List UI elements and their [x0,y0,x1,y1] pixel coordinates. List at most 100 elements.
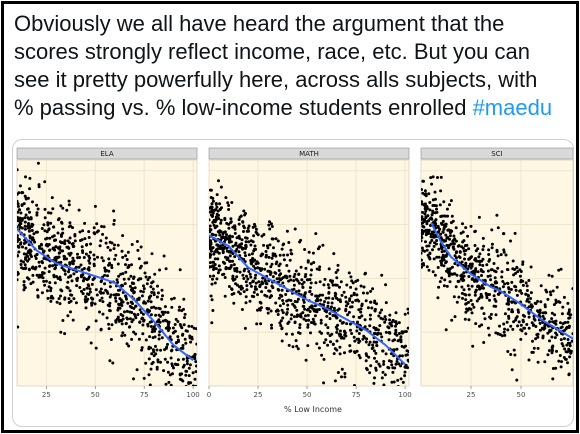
scatter-point [20,204,24,207]
scatter-point [44,279,48,283]
tweet-line-4-text: % passing vs. % low-income students enro… [14,95,473,120]
scatter-point [525,323,529,326]
scatter-point [340,335,344,339]
scatter-point [34,265,38,269]
scatter-point [382,383,386,386]
scatter-point [331,283,335,287]
scatter-point [334,292,338,296]
scatter-point [67,199,71,203]
scatter-point [428,208,432,212]
scatter-point [160,288,164,292]
scatter-point [464,261,468,265]
scatter-point [42,249,46,253]
scatter-point [434,204,438,208]
scatter-point [297,281,301,285]
scatter-point [553,336,557,340]
scatter-point [313,304,317,308]
scatter-point [349,349,353,353]
scatter-point [152,293,156,297]
scatter-point [224,235,228,239]
scatter-point [372,381,376,385]
scatter-point [234,267,238,271]
scatter-point [422,203,426,207]
scatter-point [52,225,56,229]
scatter-point [550,335,554,339]
scatter-point [557,268,561,272]
scatter-point [442,214,446,218]
scatter-point [183,312,187,316]
scatter-point [506,350,510,353]
scatter-point [511,259,515,263]
scatter-point [55,300,59,304]
scatter-point [79,263,83,267]
scatter-point [529,291,533,295]
scatter-point [455,250,458,254]
scatter-point [492,294,496,298]
scatter-point [259,268,263,272]
scatter-point [120,322,124,326]
scatter-point [499,253,503,257]
scatter-point [187,374,191,378]
scatter-point [399,340,403,344]
scatter-point [331,314,335,317]
scatter-point [111,361,115,365]
scatter-point [45,236,49,240]
scatter-point [275,277,279,281]
scatter-point [467,307,471,310]
scatter-point [336,268,340,272]
scatter-point [462,271,466,275]
x-tick-label: 75 [352,391,361,399]
scatter-point [17,253,19,257]
scatter-point [324,338,328,342]
scatter-point [66,280,70,284]
scatter-point [125,342,129,346]
scatter-point [355,337,359,341]
scatter-point [459,231,463,235]
scatter-point [255,287,258,291]
scatter-point [539,284,543,288]
scatter-point [152,350,156,354]
scatter-point [324,296,328,300]
scatter-point [119,301,123,305]
scatter-point [471,277,475,281]
scatter-point [81,249,84,253]
scatter-point [503,327,507,331]
scatter-point [443,278,447,282]
scatter-point [374,390,377,393]
attached-image[interactable]: ELA 25 50 75 100 MATH 0 25 50 75 100 SCI 25 50% Low I… [12,139,574,427]
scatter-point [75,284,79,288]
scatter-point [57,297,61,301]
scatter-point [394,362,398,366]
scatter-point [519,270,523,273]
scatter-point [236,245,240,249]
scatter-point [190,421,193,424]
scatter-point [364,271,367,275]
scatter-point [181,332,185,336]
scatter-point [118,297,122,301]
scatter-point [213,281,217,285]
scatter-point [315,342,319,346]
scatter-point [566,312,570,316]
scatter-point [303,292,307,296]
scatter-point [253,222,256,226]
scatter-point [447,274,451,278]
scatter-point [226,201,230,205]
scatter-point [509,239,512,243]
scatter-point [237,250,241,254]
scatter-point [89,341,93,345]
scatter-point [278,273,281,277]
scatter-point [174,363,178,367]
scatter-point [230,292,234,296]
scatter-point [144,275,148,279]
scatter-point [331,297,335,301]
scatter-point [515,265,519,269]
scatter-point [185,404,188,407]
scatter-point [543,305,547,309]
scatter-point [195,417,198,420]
scatter-point [19,225,22,229]
hashtag-link[interactable]: #maedu [472,95,553,120]
scatter-point [228,266,232,270]
scatter-point [94,346,98,350]
scatter-point [137,337,141,341]
scatter-point [227,226,231,230]
